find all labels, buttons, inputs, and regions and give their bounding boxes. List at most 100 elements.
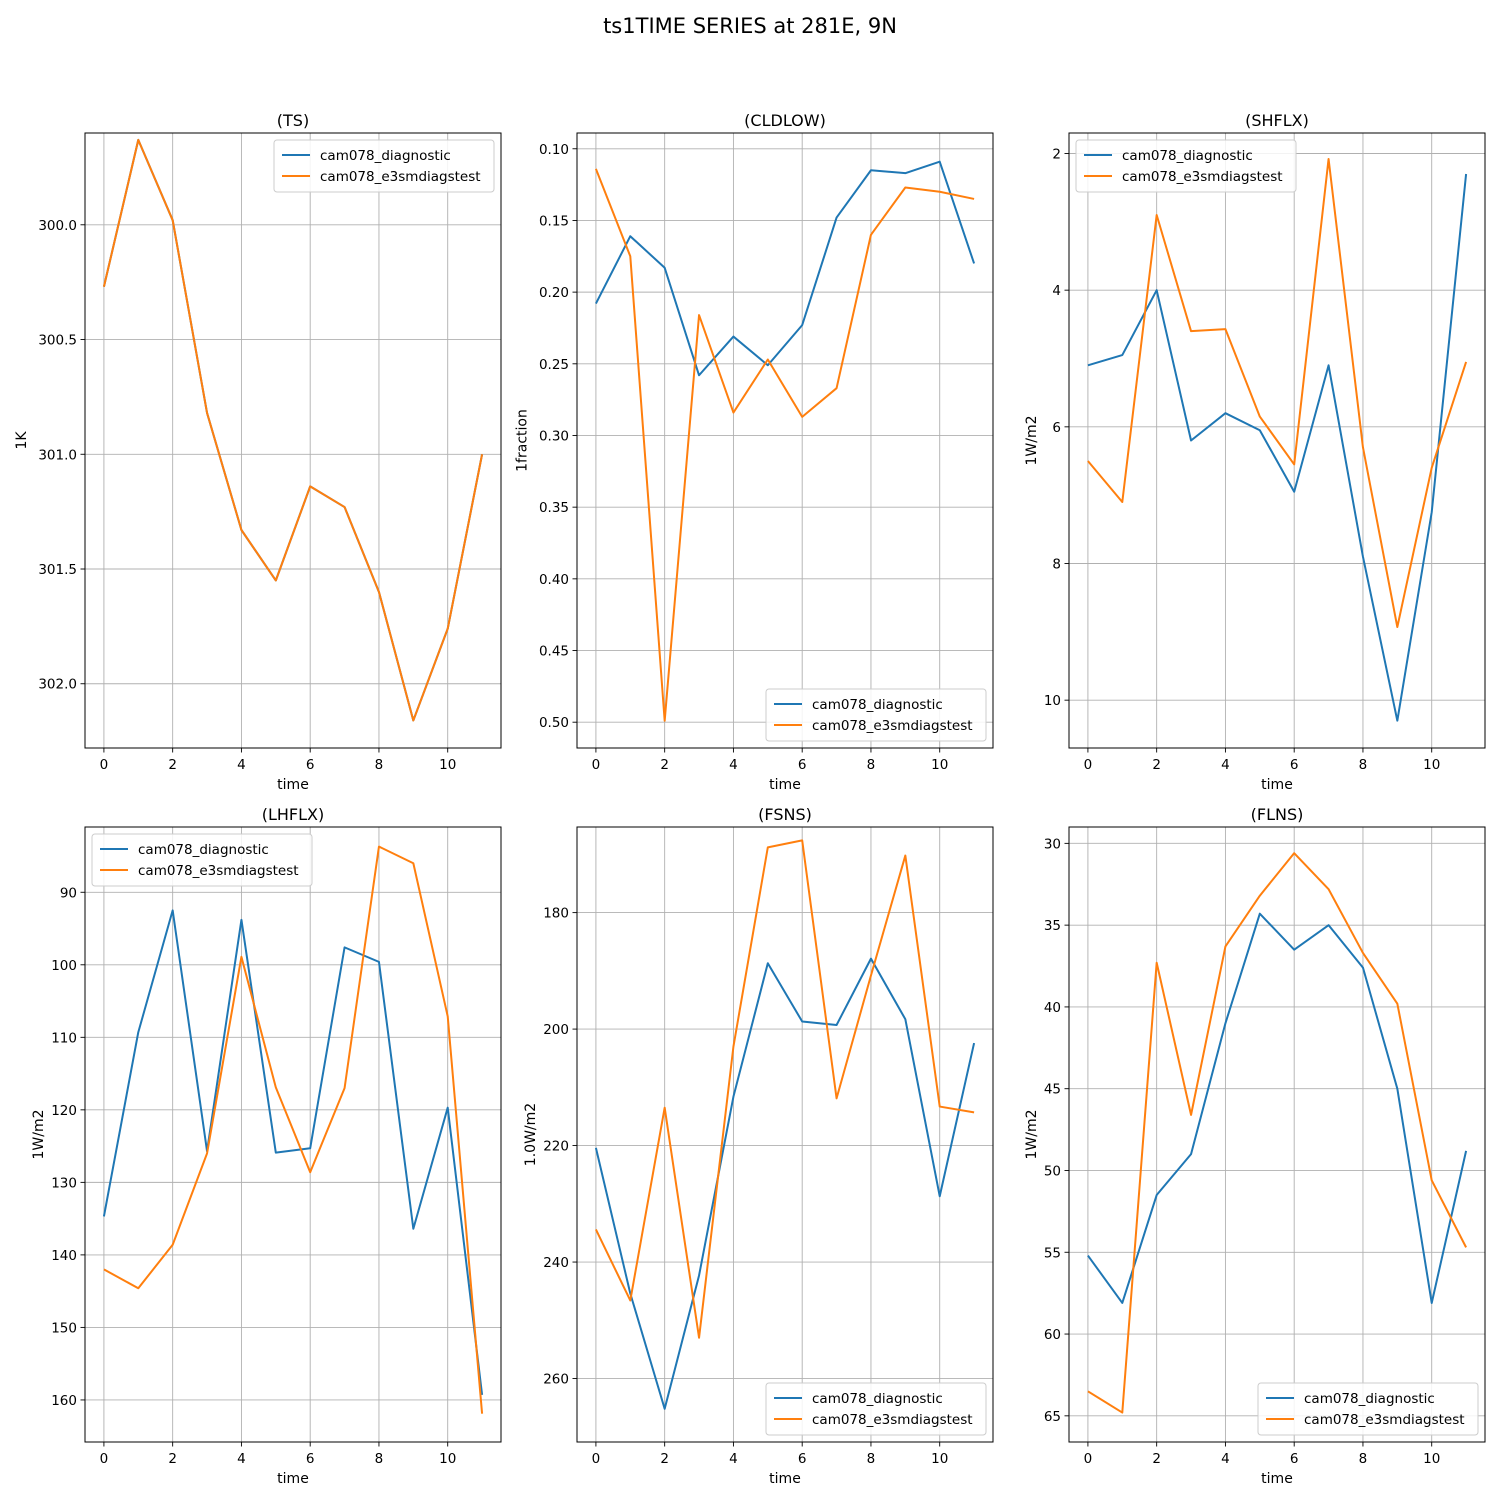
y-tick-label: 40	[1044, 1000, 1061, 1016]
y-tick-label: 260	[543, 1372, 569, 1388]
y-tick-label: 45	[1044, 1082, 1061, 1098]
legend: cam078_diagnostic cam078_e3smdiagstest	[765, 688, 987, 742]
x-tick-label: 4	[1221, 757, 1230, 773]
axes-frame	[1068, 132, 1486, 749]
y-tick-label: 300.0	[38, 218, 77, 234]
y-tick-label: 30	[1044, 836, 1061, 852]
series-line-cam078_e3smdiagstest	[595, 839, 975, 1339]
y-axis-label: 1W/m2	[1024, 415, 1040, 465]
legend-box	[765, 1382, 987, 1436]
x-axis-label: time	[769, 777, 801, 793]
x-tick-label: 6	[798, 1451, 807, 1467]
y-tick-label: 100	[51, 958, 77, 974]
subplot-2: 0 2 4 6 8 10 0.10 0.15 0.20 0.25 0.30 0.35 0.40 0.45 0…	[515, 111, 994, 793]
x-tick-label: 10	[931, 1451, 948, 1467]
legend-box	[91, 833, 313, 887]
series-line-cam078_diagnostic	[1087, 912, 1468, 1304]
y-tick-label: 0.15	[539, 213, 569, 229]
legend-box	[1075, 139, 1297, 193]
x-tick-label: 6	[1290, 1451, 1299, 1467]
y-tick-label: 160	[51, 1393, 77, 1409]
legend-label: cam078_diagnostic	[812, 1391, 943, 1407]
legend-label: cam078_e3smdiagstest	[812, 718, 973, 734]
y-axis-label: 1.0W/m2	[523, 1103, 539, 1166]
y-tick-label: 110	[51, 1030, 77, 1046]
x-axis-label: time	[277, 1471, 309, 1487]
subplot-title: (FSNS)	[758, 805, 812, 824]
y-tick-label: 0.20	[539, 285, 569, 301]
x-tick-label: 6	[798, 757, 807, 773]
legend-label: cam078_diagnostic	[812, 697, 943, 713]
y-tick-label: 0.40	[539, 572, 569, 588]
axes-frame	[1068, 826, 1486, 1443]
legend: cam078_diagnostic cam078_e3smdiagstest	[273, 139, 495, 193]
y-tick-label: 10	[1044, 693, 1061, 709]
x-axis-label: time	[277, 777, 309, 793]
y-tick-label: 6	[1052, 420, 1061, 436]
series-line-cam078_diagnostic	[595, 160, 976, 377]
y-axis-label: 1K	[14, 431, 30, 450]
y-axis-label: 1W/m2	[1024, 1109, 1040, 1159]
legend-box	[1257, 1382, 1479, 1436]
y-axis-label: 1fraction	[515, 409, 531, 472]
legend: cam078_diagnostic cam078_e3smdiagstest	[765, 1382, 987, 1436]
y-tick-label: 0.30	[539, 428, 569, 444]
subplot-title: (TS)	[277, 111, 309, 130]
x-tick-label: 4	[237, 757, 246, 773]
y-tick-label: 140	[51, 1248, 77, 1264]
subplot-title: (SHFLX)	[1245, 111, 1309, 130]
x-tick-label: 2	[1152, 1451, 1161, 1467]
y-tick-label: 301.0	[38, 447, 77, 463]
x-tick-label: 8	[375, 757, 384, 773]
x-tick-label: 2	[168, 1451, 177, 1467]
axes-frame	[84, 132, 502, 749]
x-tick-label: 2	[168, 757, 177, 773]
x-tick-label: 8	[867, 1451, 876, 1467]
x-tick-label: 0	[1084, 1451, 1093, 1467]
legend-label: cam078_diagnostic	[1304, 1391, 1435, 1407]
subplot-title: (FLNS)	[1251, 805, 1304, 824]
legend-box	[273, 139, 495, 193]
x-tick-label: 4	[1221, 1451, 1230, 1467]
y-tick-label: 302.0	[38, 677, 77, 693]
x-axis-label: time	[1261, 777, 1293, 793]
axes-frame	[84, 826, 502, 1443]
x-tick-label: 10	[931, 757, 948, 773]
x-tick-label: 4	[729, 757, 738, 773]
y-axis-label: 1W/m2	[31, 1109, 47, 1159]
x-tick-label: 0	[1084, 757, 1093, 773]
y-tick-label: 60	[1044, 1327, 1061, 1343]
legend-label: cam078_diagnostic	[1122, 148, 1253, 164]
y-tick-label: 200	[543, 1022, 569, 1038]
legend-label: cam078_e3smdiagstest	[320, 169, 481, 185]
legend: cam078_diagnostic cam078_e3smdiagstest	[91, 833, 313, 887]
y-tick-label: 240	[543, 1255, 569, 1271]
series-line-cam078_diagnostic	[102, 138, 484, 722]
series-line-cam078_e3smdiagstest	[103, 845, 484, 1414]
axes-frame	[576, 132, 994, 749]
series-line-cam078_diagnostic	[594, 957, 976, 1410]
x-tick-label: 10	[1423, 1451, 1440, 1467]
subplot-5: 0 2 4 6 8 10 180 200 220 240 260 (FSNS) time 1.0W/m2 c…	[523, 805, 994, 1487]
series-line-cam078_e3smdiagstest	[1087, 157, 1468, 629]
subplot-1: 0 2 4 6 8 10 300.0 300.5 301.0 301.5 302.0 (TS) time…	[14, 111, 502, 793]
y-tick-label: 180	[543, 906, 569, 922]
y-tick-label: 50	[1044, 1163, 1061, 1179]
x-tick-label: 6	[306, 1451, 315, 1467]
legend-label: cam078_e3smdiagstest	[1304, 1412, 1465, 1428]
x-tick-label: 10	[439, 757, 456, 773]
x-tick-label: 0	[592, 757, 601, 773]
y-tick-label: 65	[1044, 1409, 1061, 1425]
y-tick-label: 2	[1052, 147, 1061, 163]
legend-label: cam078_e3smdiagstest	[1122, 169, 1283, 185]
legend-label: cam078_diagnostic	[138, 842, 269, 858]
y-tick-label: 130	[51, 1175, 77, 1191]
y-tick-label: 301.5	[38, 562, 77, 578]
legend: cam078_diagnostic cam078_e3smdiagstest	[1257, 1382, 1479, 1436]
x-tick-label: 8	[867, 757, 876, 773]
y-tick-label: 220	[543, 1139, 569, 1155]
x-tick-label: 4	[729, 1451, 738, 1467]
subplot-4: 0 2 4 6 8 10 90 100 110 120 130 140 150 160 (LHFLX) tim…	[31, 805, 502, 1487]
